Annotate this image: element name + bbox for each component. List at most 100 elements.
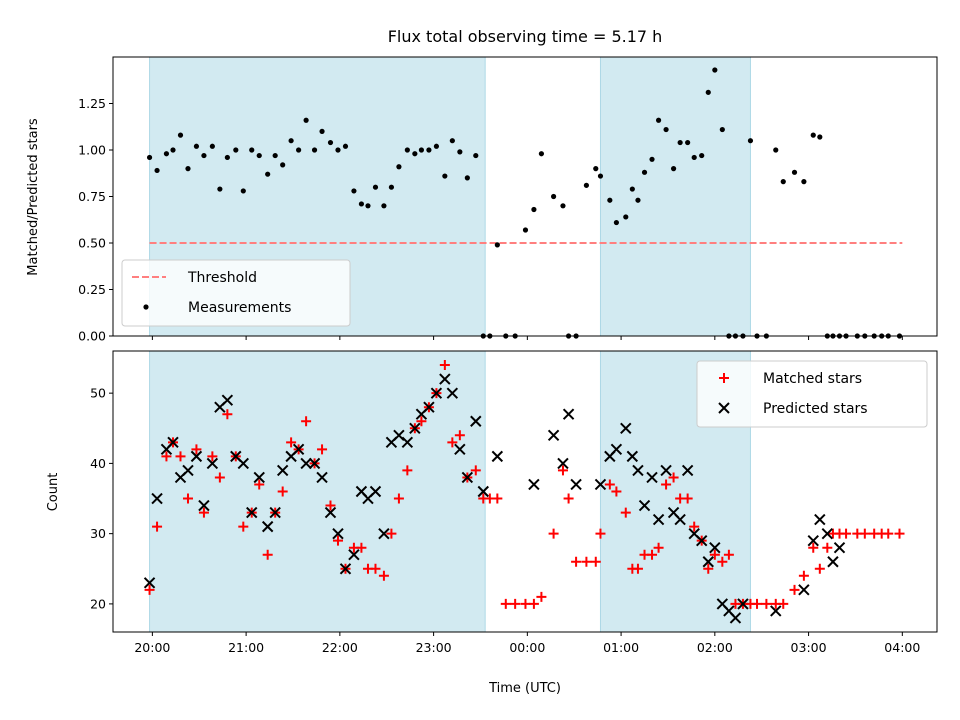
- measurement-point: [240, 188, 246, 194]
- predicted-star-point: [729, 612, 742, 624]
- predicted-star-point: [261, 520, 274, 533]
- legend-label: Threshold: [187, 270, 257, 286]
- matched-star-point: [416, 416, 427, 427]
- predicted-star-point: [269, 506, 281, 519]
- matched-star-point: [510, 598, 521, 609]
- y-tick-label: 1.00: [78, 143, 106, 158]
- bottom-y-axis-label: Count: [46, 473, 61, 512]
- measurement-point: [442, 173, 448, 179]
- predicted-star-point: [477, 485, 489, 498]
- measurement-point: [597, 173, 604, 179]
- measurement-point: [249, 147, 255, 153]
- matched-star-point: [500, 598, 511, 609]
- matched-star-point: [254, 479, 265, 490]
- matched-star-point: [682, 493, 693, 504]
- predicted-star-point: [316, 471, 328, 484]
- matched-star-point: [822, 542, 833, 553]
- matched-star-point: [859, 528, 870, 539]
- matched-star-point: [317, 444, 328, 455]
- measurement-point: [209, 143, 215, 149]
- matched-star-point: [301, 416, 312, 427]
- measurement-point: [280, 162, 286, 168]
- matched-star-point: [661, 479, 672, 490]
- x-tick-label: 21:00: [228, 640, 264, 655]
- matched-star-point: [325, 500, 336, 511]
- matched-star-point: [214, 472, 225, 483]
- measurement-point: [146, 154, 153, 161]
- y-tick-label: 0.50: [78, 236, 106, 251]
- predicted-star-point: [674, 513, 686, 526]
- measurement-point: [201, 152, 207, 159]
- predicted-star-point: [827, 556, 839, 568]
- measurement-point: [412, 151, 418, 157]
- predicted-star-point: [570, 478, 582, 491]
- matched-star-point: [668, 472, 679, 483]
- matched-star-point: [611, 486, 622, 497]
- legend-label: Measurements: [188, 300, 291, 316]
- matched-star-point: [632, 563, 643, 574]
- matched-star-point: [709, 549, 720, 560]
- chart-title: Flux total observing time = 5.17 h: [388, 27, 663, 46]
- legend-box-0: [121, 259, 351, 327]
- x-tick-label: 02:00: [697, 640, 733, 655]
- measurement-point: [381, 203, 387, 209]
- matched-star-point: [761, 598, 772, 609]
- x-tick-label: 01:00: [603, 640, 639, 655]
- axes: 0.00 0.25 0.50 0.75 1.00 1.25 20 30 40 50 20:00 21:…: [78, 56, 938, 655]
- predicted-star-point: [423, 401, 435, 413]
- matched-star-point: [378, 570, 389, 581]
- measurement-point: [613, 219, 619, 226]
- measurement-point: [641, 169, 648, 175]
- measurement-point: [193, 143, 200, 149]
- x-tick-label: 20:00: [134, 640, 170, 655]
- matched-star-point: [286, 437, 297, 448]
- matched-star-point: [222, 409, 233, 420]
- measurement-point: [670, 166, 677, 172]
- y-tick-label: 0.25: [78, 282, 106, 297]
- measurement-point: [288, 138, 294, 144]
- predicted-star-point: [770, 605, 782, 617]
- matched-star-point: [536, 591, 547, 602]
- measurement-point: [810, 132, 816, 138]
- predicted-star-point: [198, 499, 210, 512]
- measurement-point: [224, 154, 230, 161]
- predicted-star-point: [182, 464, 194, 477]
- measurement-point: [372, 184, 379, 190]
- predicted-star-point: [206, 457, 219, 470]
- matched-star-point: [356, 542, 367, 553]
- x-tick-label: 23:00: [416, 640, 452, 655]
- measurement-point: [272, 152, 278, 159]
- predicted-star-point: [401, 436, 414, 449]
- measurement-point: [705, 89, 711, 95]
- matched-star-point: [595, 528, 606, 539]
- matched-star-point: [548, 528, 559, 539]
- predicted-star-point: [737, 598, 749, 610]
- measurement-point: [396, 164, 402, 170]
- predicted-star-point: [221, 394, 234, 406]
- measurement-point: [699, 152, 705, 159]
- predicted-star-point: [547, 429, 560, 442]
- measurement-point: [691, 154, 697, 161]
- matched-star-point: [841, 528, 852, 539]
- predicted-star-point: [646, 471, 658, 484]
- matched-star-point: [789, 584, 800, 595]
- measurement-point: [550, 193, 557, 200]
- measurement-point: [365, 203, 371, 209]
- matched-star-point: [814, 563, 825, 574]
- predicted-star-point: [652, 513, 665, 526]
- matched-star-point: [447, 437, 458, 448]
- measurement-point: [163, 151, 170, 157]
- matched-star-point: [175, 451, 186, 462]
- measurement-point: [154, 167, 160, 174]
- matched-star-point: [161, 451, 172, 462]
- legend-measurement-swatch: [143, 304, 149, 310]
- legend-label: Predicted stars: [763, 401, 868, 417]
- predicted-star-point: [638, 499, 651, 512]
- matched-star-point: [778, 598, 789, 609]
- predicted-star-point: [454, 443, 466, 456]
- matched-star-point: [277, 486, 288, 497]
- predicted-star-point: [430, 387, 443, 399]
- matched-star-point: [557, 465, 568, 476]
- predicted-star-point: [409, 422, 421, 434]
- measurement-point: [817, 134, 823, 140]
